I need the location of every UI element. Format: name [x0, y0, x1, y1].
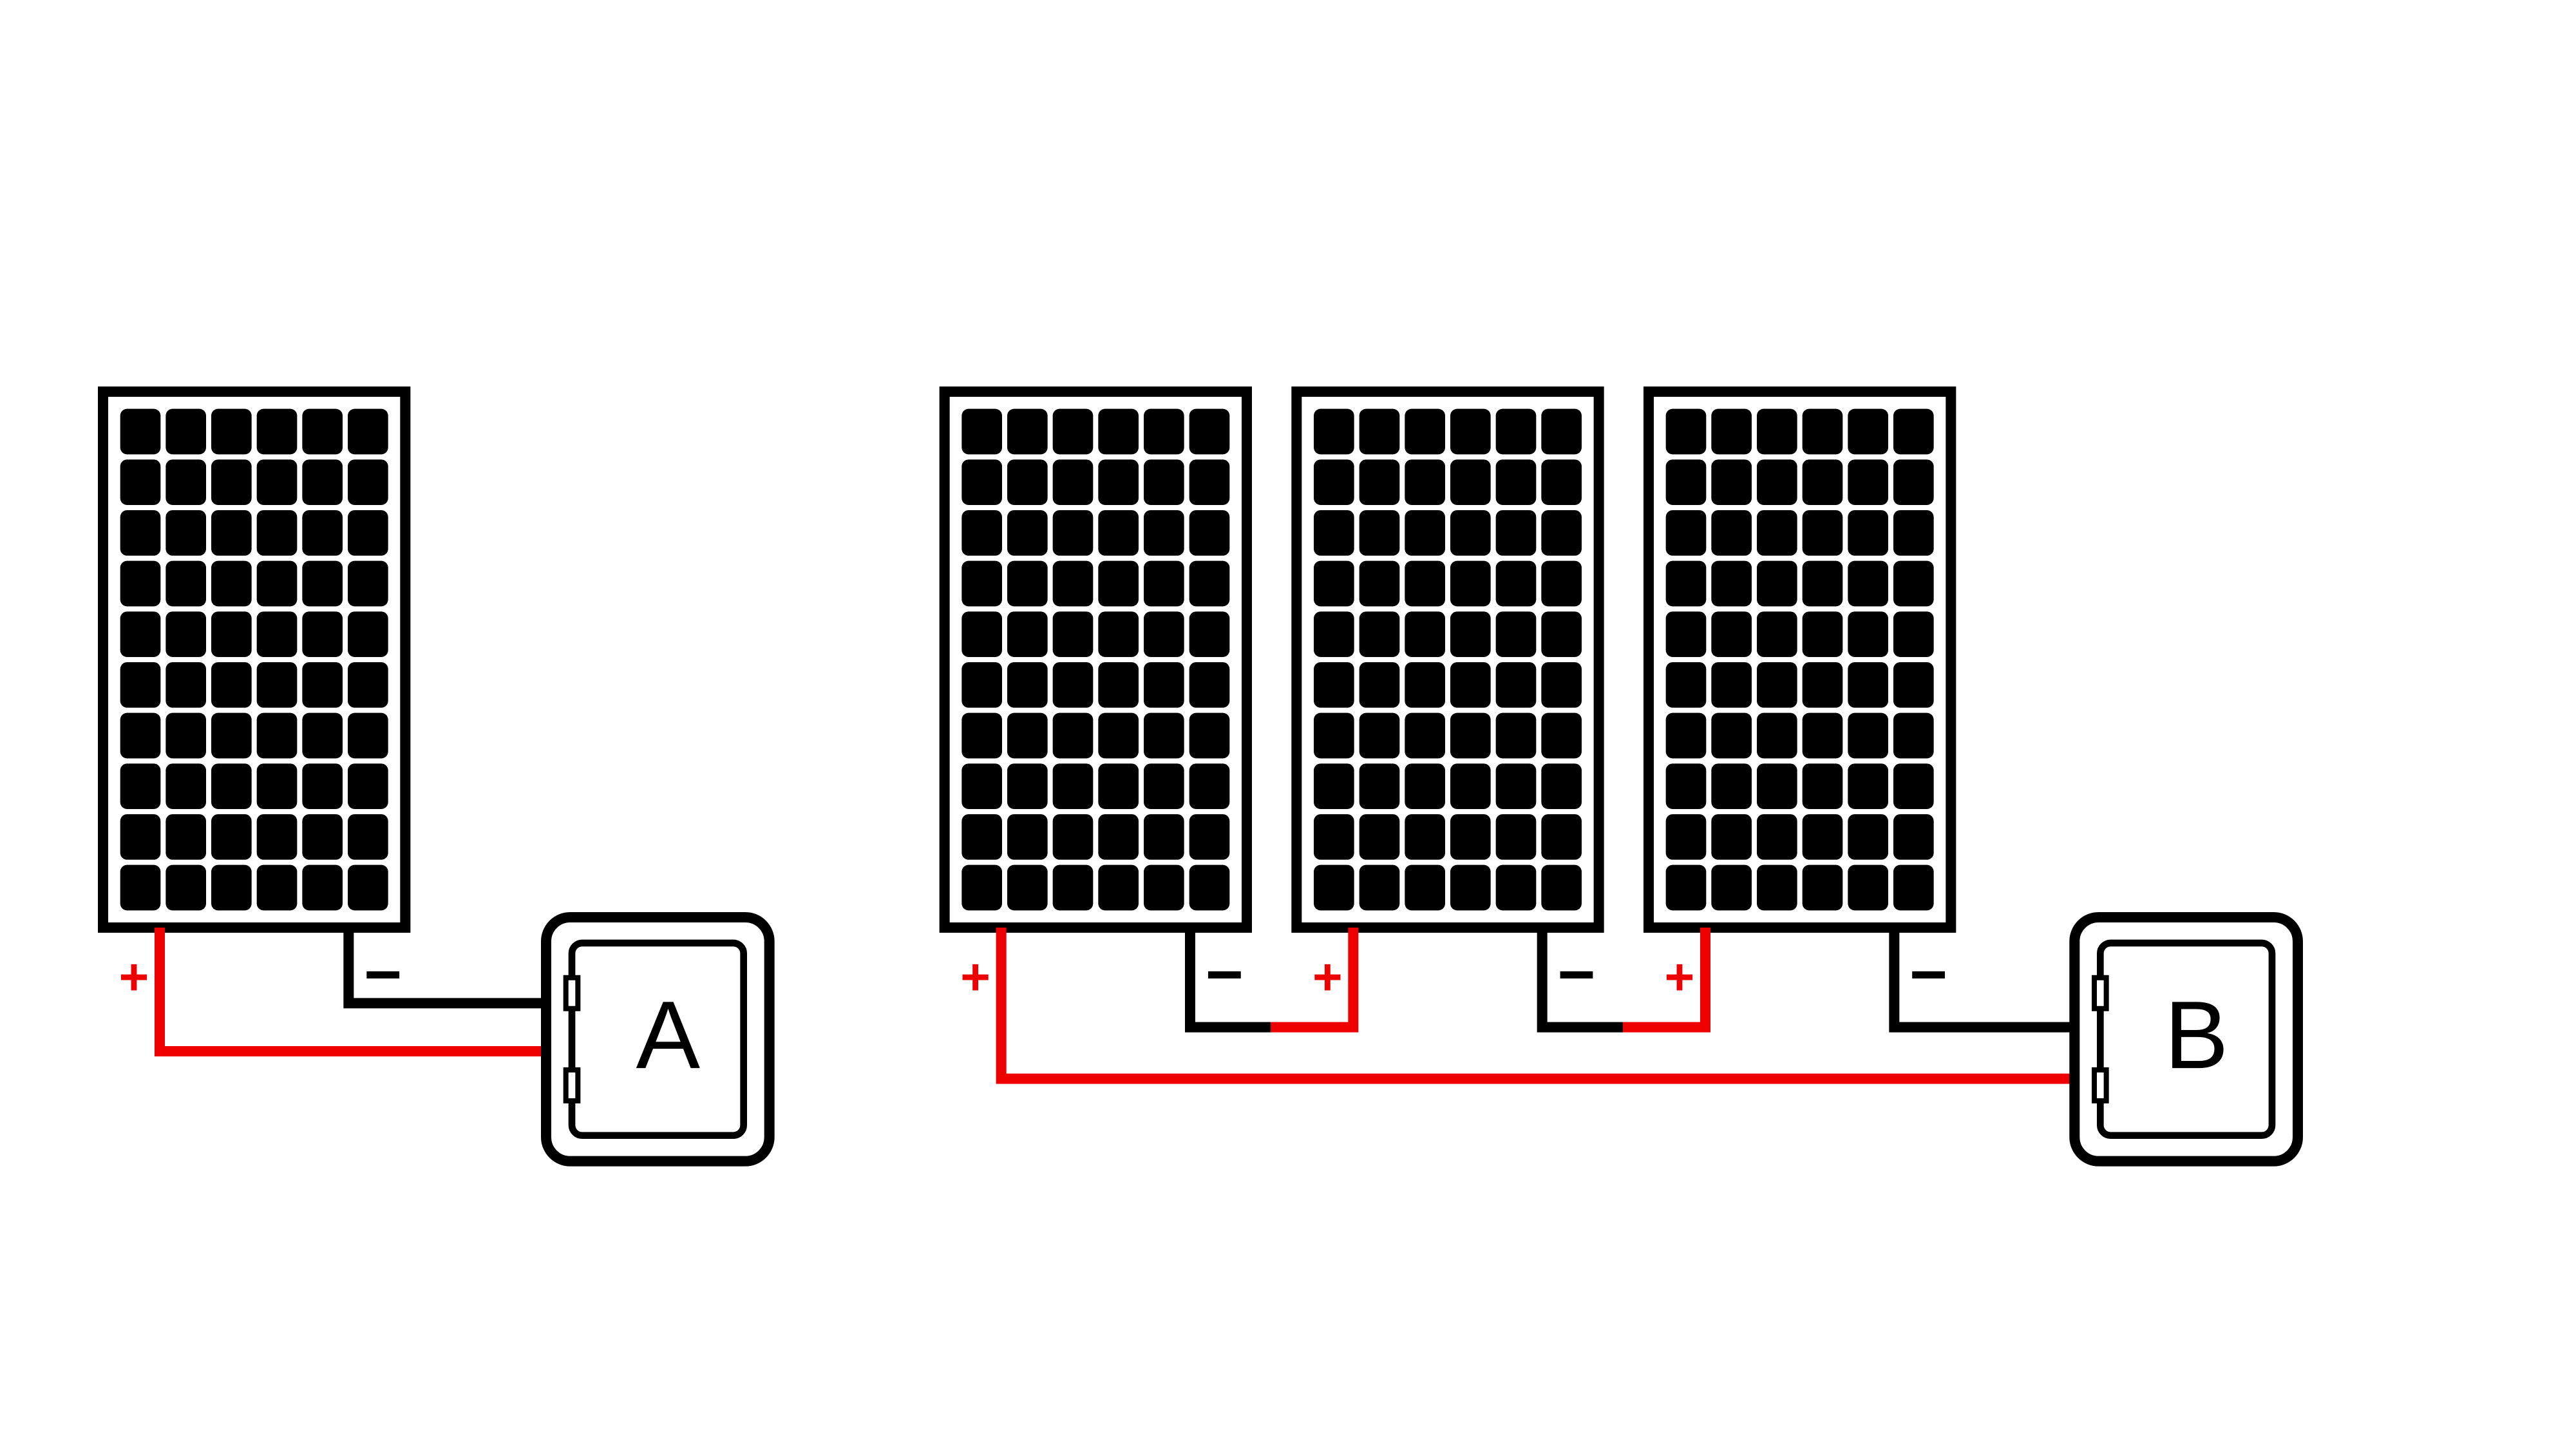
minus-label: −: [1909, 938, 1947, 1011]
junction-box-b: B: [2074, 917, 2298, 1161]
solar-panel: [1296, 392, 1598, 928]
plus-label: +: [960, 948, 990, 1006]
wiring-diagram: +−+−+−+−AB: [0, 0, 2576, 1450]
minus-label: −: [1557, 938, 1595, 1011]
plus-label: +: [1665, 948, 1695, 1006]
plus-label: +: [119, 948, 149, 1006]
junction-box-a: A: [546, 917, 770, 1161]
plus-label: +: [1312, 948, 1343, 1006]
solar-panel: [945, 392, 1247, 928]
minus-label: −: [1206, 938, 1244, 1011]
solar-panel: [1649, 392, 1951, 928]
box-label-b: B: [2164, 981, 2229, 1089]
solar-panel: [103, 392, 405, 928]
box-label-a: A: [636, 981, 701, 1089]
